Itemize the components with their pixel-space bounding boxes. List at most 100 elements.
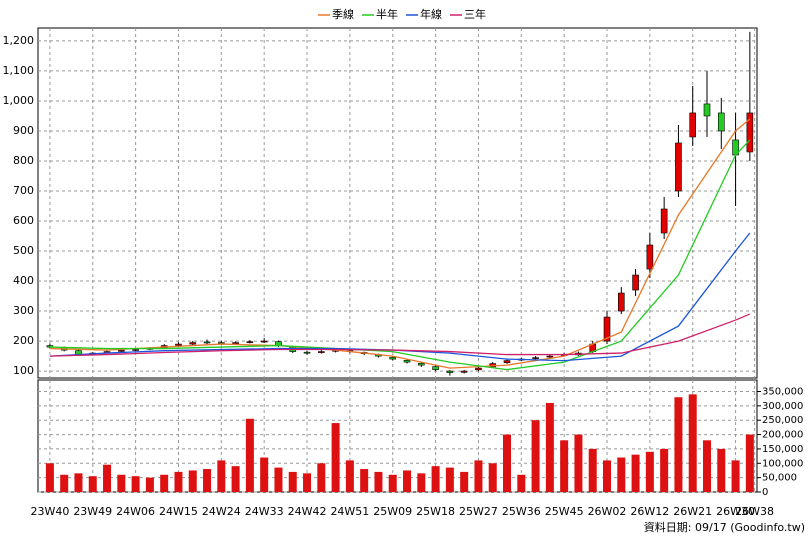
volume-bar [317,463,326,492]
candle-body [303,351,311,354]
legend-label: 年線 [420,7,442,21]
volume-bar [688,394,697,492]
candle-body [189,342,197,345]
candle-body [389,356,397,360]
volume-bar [117,474,126,492]
y2-tick-label: 300,000 [762,401,803,412]
y2-tick-label: 50,000 [762,473,797,484]
candle-body [660,208,668,234]
y-tick-label: 900 [13,124,34,137]
volume-bar [545,402,554,492]
volume-bar [274,467,283,492]
volume-bar [45,463,54,492]
volume-bar [417,473,426,492]
y2-tick-label: 350,000 [762,386,803,397]
y2-tick-label: 0 [762,487,768,498]
x-tick-label: 26W30 [716,505,755,518]
x-tick-label: 26W21 [673,505,712,518]
volume-bar [488,463,497,492]
volume-bar [103,464,112,492]
x-tick-label: 24W06 [116,505,155,518]
volume-bar [617,457,626,492]
volume-bar [303,473,312,492]
x-tick-label: 24W24 [202,505,241,518]
volume-bar [374,471,383,492]
volume-bar [588,448,597,492]
volume-bar [474,460,483,492]
y-tick-label: 700 [13,184,34,197]
candle-body [118,349,125,352]
volume-bar [345,460,354,492]
volume-bar [445,467,454,492]
y2-tick-label: 150,000 [762,444,803,455]
candle-body [460,370,468,373]
volume-bar [703,440,712,492]
x-tick-label: 25W36 [502,505,541,518]
x-tick-label: 26W02 [588,505,627,518]
volume-bar [145,477,154,492]
volume-bar [360,469,369,492]
y-tick-label: 300 [13,304,34,317]
ma-line [49,232,751,362]
candle-body [318,351,325,353]
ma-line [49,139,751,371]
x-tick-label: 25W45 [545,505,584,518]
volume-bar [245,418,254,492]
candle-body [632,274,639,291]
volume-bar [203,469,212,492]
x-tick-label: 25W18 [416,505,455,518]
volume-bar [631,454,640,492]
candle-body [603,316,611,342]
x-tick-label: 24W51 [330,505,369,518]
volume-bar [174,471,183,492]
y2-tick-label: 250,000 [762,415,803,426]
candle-body [746,112,754,153]
legend-label: 半年 [376,7,398,21]
y-tick-label: 1,200 [3,34,35,47]
volume-bar [560,440,569,492]
candle-body [403,359,411,363]
volume-bar [674,397,683,492]
candle-body [260,340,268,343]
volume-bar [460,471,469,492]
candle-body [703,103,711,117]
candle-body [246,341,254,343]
candle-body [503,360,511,363]
volume-bar [517,474,526,492]
volume-bar [431,466,440,492]
volume-bar [660,448,669,492]
x-tick-label: 24W33 [245,505,284,518]
y-tick-label: 600 [13,214,34,227]
volume-panel [37,379,758,493]
y-tick-label: 200 [13,334,34,347]
x-tick-label: 26W38 [735,505,774,518]
x-tick-label: 23W49 [73,505,112,518]
volume-bar [74,473,83,492]
candle-body [617,292,625,312]
candle-body [132,349,139,351]
x-tick-label: 25W09 [373,505,412,518]
price-panel [37,27,758,379]
volume-bar [231,466,240,492]
candle-body [218,342,225,344]
candle-body [175,343,182,346]
x-tick-label: 26W12 [630,505,669,518]
candle-body [546,355,554,358]
volume-bar [260,457,269,492]
legend-label: 三年 [464,7,486,21]
volume-bar [503,434,512,492]
volume-bar [388,474,397,492]
y-tick-label: 500 [13,244,34,257]
volume-bar [403,470,412,492]
candle-body [232,342,239,345]
footer: 資料日期: 09/17 (Goodinfo.tw) [644,520,805,534]
candle-body [675,142,682,192]
x-tick-label: 23W40 [30,505,69,518]
candle-body [646,244,654,270]
y2-tick-label: 100,000 [762,458,803,469]
volume-bar [574,434,583,492]
candle-body [203,341,211,344]
y2-tick-label: 200,000 [762,430,803,441]
volume-bar [717,448,726,492]
x-tick-label: 24W15 [159,505,198,518]
